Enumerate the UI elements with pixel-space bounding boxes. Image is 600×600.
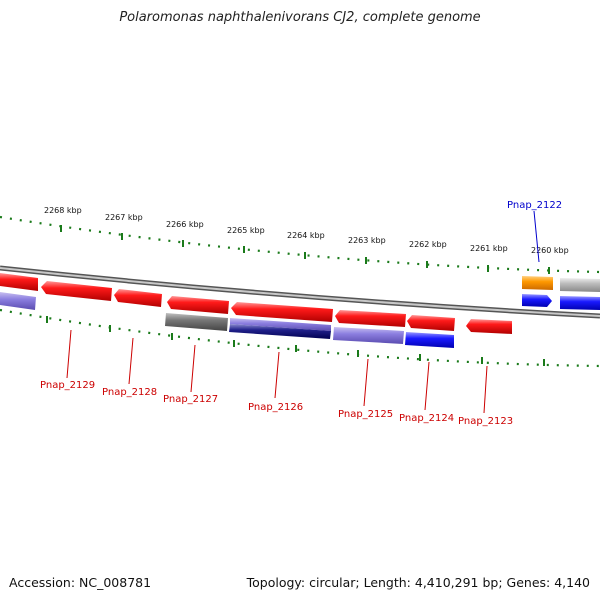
gray-feature-right[interactable] — [560, 278, 600, 292]
outer-tick-track — [0, 215, 600, 274]
gene-label-2127[interactable]: Pnap_2127 — [163, 394, 218, 405]
gray-feature-2127[interactable] — [165, 313, 228, 331]
navy-feature-2126[interactable] — [229, 324, 331, 339]
outer-major-ticks — [60, 225, 550, 274]
gene-2122-orange-feature[interactable] — [522, 276, 553, 290]
callout-line-2125 — [363, 358, 369, 407]
gene-labels: Pnap_2129 Pnap_2128 Pnap_2127 Pnap_2126 … — [40, 200, 562, 427]
kbp-labels: 2268 kbp 2267 kbp 2266 kbp 2265 kbp 2264… — [44, 206, 569, 255]
kbp-label: 2264 kbp — [287, 231, 325, 240]
kbp-label: 2261 kbp — [470, 244, 508, 253]
callout-line-2128 — [128, 337, 134, 385]
kbp-label: 2268 kbp — [44, 206, 82, 215]
kbp-label: 2260 kbp — [531, 246, 569, 255]
gene-label-2124[interactable]: Pnap_2124 — [399, 413, 454, 424]
gene-2122-blue-feature[interactable] — [522, 294, 552, 307]
gene-label-2123[interactable]: Pnap_2123 — [458, 416, 513, 427]
genome-title: Polaromonas naphthalenivorans CJ2, compl… — [119, 10, 481, 25]
accession-text: Accession: NC_008781 — [9, 575, 152, 590]
lavender-feature-2125[interactable] — [333, 327, 404, 344]
gene-pnap-2127-arrow[interactable] — [167, 296, 229, 314]
callout-line-2122 — [533, 210, 540, 263]
gene-partial-left-red[interactable] — [0, 273, 38, 291]
gene-callout-lines — [66, 210, 540, 414]
kbp-label: 2266 kbp — [166, 220, 204, 229]
blue-feature-2124[interactable] — [405, 332, 454, 348]
lavender-feature-left[interactable] — [0, 292, 36, 310]
callout-line-2129 — [66, 329, 72, 379]
callout-line-2123 — [483, 365, 488, 414]
genome-backbone-highlight — [0, 267, 600, 317]
kbp-label: 2265 kbp — [227, 226, 265, 235]
gene-pnap-2125-arrow[interactable] — [335, 310, 406, 327]
gene-pnap-2128-arrow[interactable] — [114, 289, 162, 307]
gene-pnap-2124-arrow[interactable] — [407, 315, 455, 331]
gene-label-2126[interactable]: Pnap_2126 — [248, 402, 303, 413]
gene-label-2122[interactable]: Pnap_2122 — [507, 200, 562, 211]
inner-major-ticks — [46, 316, 545, 366]
gene-pnap-2129-arrow[interactable] — [41, 281, 112, 301]
gene-label-2129[interactable]: Pnap_2129 — [40, 380, 95, 391]
callout-line-2126 — [274, 351, 280, 399]
gene-pnap-2123-arrow[interactable] — [466, 319, 512, 334]
lavender-feature-2126[interactable] — [230, 318, 331, 331]
kbp-label: 2262 kbp — [409, 240, 447, 249]
blue-feature-right[interactable] — [560, 296, 600, 310]
callout-line-2124 — [424, 361, 430, 411]
kbp-label: 2267 kbp — [105, 213, 143, 222]
genome-info-text: Topology: circular; Length: 4,410,291 bp… — [246, 575, 590, 590]
gene-label-2125[interactable]: Pnap_2125 — [338, 409, 393, 420]
gene-pnap-2126-arrow[interactable] — [231, 302, 333, 322]
kbp-label: 2263 kbp — [348, 236, 386, 245]
gene-label-2128[interactable]: Pnap_2128 — [102, 387, 157, 398]
callout-line-2127 — [190, 344, 196, 393]
